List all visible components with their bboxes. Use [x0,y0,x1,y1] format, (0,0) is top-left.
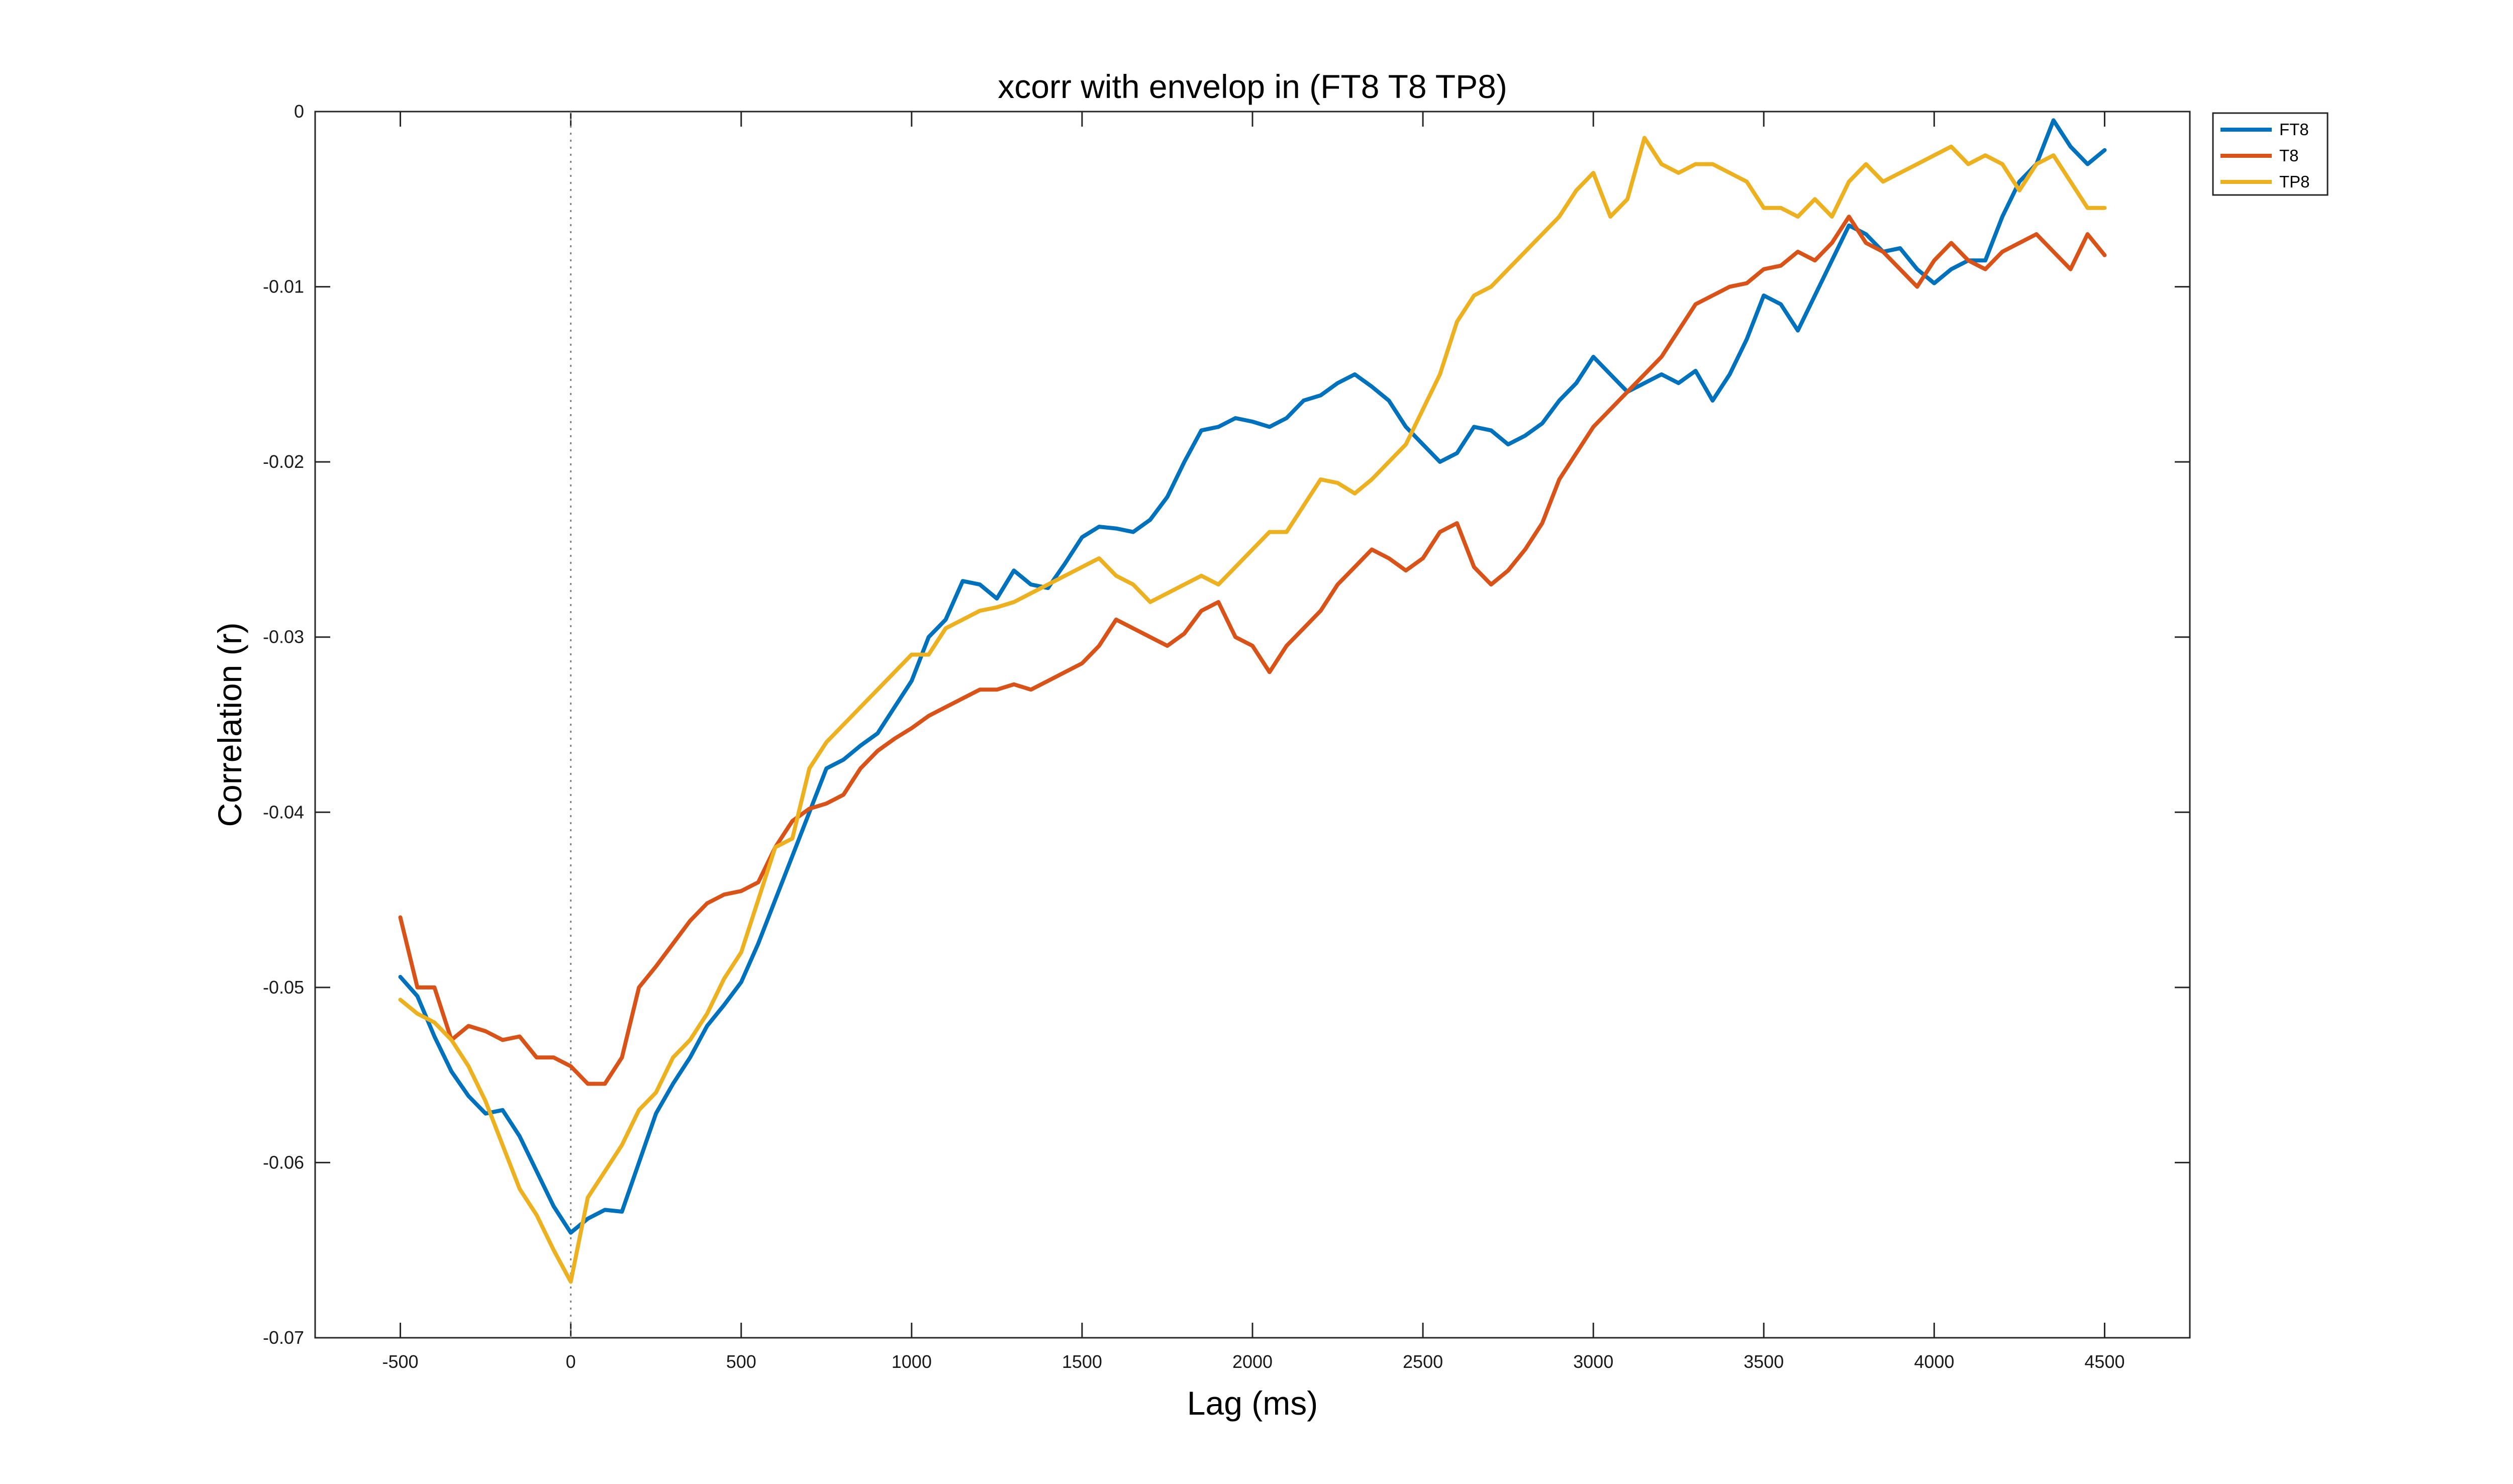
x-tick-label: 1500 [1062,1351,1102,1372]
series-line-tp8 [398,136,2107,1284]
x-tick-label: 4000 [1914,1351,1954,1372]
x-tick-label: 3000 [1573,1351,1613,1372]
x-tick-label: 2000 [1232,1351,1273,1372]
x-tick-label: 3500 [1744,1351,1784,1372]
x-tick-label: 4500 [2084,1351,2124,1372]
x-axis-ticks: -500 0 500 1000 1500 2000 2500 3000 3500 4000 4500 [382,112,2125,1372]
legend-label-tp8: TP8 [2279,172,2310,191]
y-tick-label: -0.06 [263,1152,304,1172]
x-tick-label: 1000 [892,1351,932,1372]
plot-area [314,111,2191,1339]
series-line-ft8 [398,118,2107,1235]
x-tick-label: 2500 [1403,1351,1443,1372]
legend-label-ft8: FT8 [2279,120,2309,139]
x-tick-label: 0 [566,1351,576,1372]
data-series [398,118,2107,1284]
legend-label-t8: T8 [2279,146,2299,165]
x-tick-label: 500 [726,1351,756,1372]
y-tick-label: -0.02 [263,451,304,472]
y-tick-label: -0.03 [263,627,304,647]
y-tick-label: 0 [294,101,304,122]
x-axis-label: Lag (ms) [1187,1384,1318,1422]
y-axis-ticks: -0.07 -0.06 -0.05 -0.04 -0.03 -0.02 -0.01 0 [263,101,2190,1348]
x-tick-label: -500 [382,1351,419,1372]
y-tick-label: -0.05 [263,977,304,998]
y-tick-label: -0.04 [263,802,304,822]
y-tick-label: -0.01 [263,276,304,297]
y-axis-label: Correlation (r) [211,622,248,827]
series-line-t8 [398,215,2107,1086]
y-tick-label: -0.07 [263,1327,304,1348]
chart-title: xcorr with envelop in (FT8 T8 TP8) [998,68,1507,105]
legend: FT8 T8 TP8 [2212,112,2329,196]
